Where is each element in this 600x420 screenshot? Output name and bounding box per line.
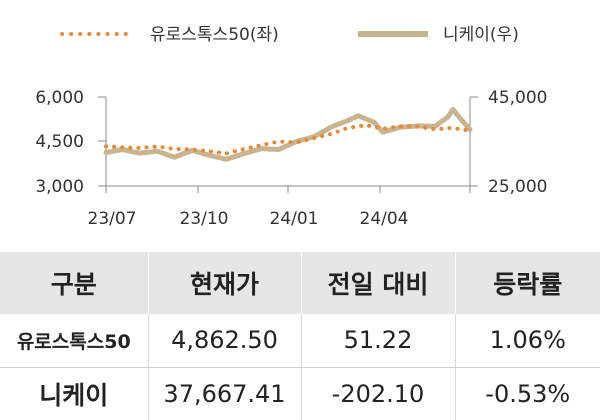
- x-tick-label: 23/07: [88, 209, 137, 229]
- change-value: -202.10: [300, 367, 455, 420]
- legend-label-eurostoxx: 유로스톡스50(좌): [150, 25, 279, 45]
- left-tick-label: 3,000: [35, 177, 84, 197]
- x-tick-label: 23/10: [180, 209, 229, 229]
- right-tick-label: 45,000: [488, 88, 547, 108]
- row-label: 니케이: [39, 380, 109, 410]
- change-value: 51.22: [300, 314, 455, 368]
- chart-area: 유로스톡스50(좌) 니케이(우) 6,000 4,500 3,000 45,0…: [35, 25, 547, 229]
- change-rate: -0.53%: [454, 367, 600, 420]
- column-header: 등락률: [454, 252, 600, 314]
- legend: 유로스톡스50(좌) 니케이(우): [60, 25, 519, 45]
- x-tick-label: 24/01: [270, 209, 319, 229]
- column-header: 현재가: [147, 252, 301, 314]
- row-label: 유로스톡스50: [0, 314, 148, 368]
- current-price: 37,667.41: [147, 367, 301, 420]
- index-table: 구분 현재가 전일 대비 등락률 유로스톡스50 4,862.50 51.22 …: [0, 252, 600, 420]
- series-line-nikkei: [103, 107, 473, 162]
- table-header-row: 구분 현재가 전일 대비 등락률: [0, 252, 600, 314]
- right-tick-label: 25,000: [488, 177, 547, 197]
- left-tick-label: 6,000: [35, 88, 84, 108]
- column-header: 전일 대비: [300, 252, 455, 314]
- change-rate: 1.06%: [454, 314, 600, 368]
- axes: 6,000 4,500 3,000 45,000 25,000 23/07 23…: [35, 88, 547, 229]
- current-price: 4,862.50: [147, 314, 301, 368]
- table-row: 유로스톡스50 4,862.50 51.22 1.06%: [0, 314, 600, 368]
- x-tick-label: 24/04: [360, 209, 409, 229]
- series-layer: [103, 107, 473, 162]
- series-line-eurostoxx50: [104, 123, 472, 156]
- legend-label-nikkei: 니케이(우): [443, 25, 519, 45]
- column-header: 구분: [50, 270, 97, 299]
- line-chart: 유로스톡스50(좌) 니케이(우) 6,000 4,500 3,000 45,0…: [35, 25, 547, 229]
- left-tick-label: 4,500: [35, 132, 84, 152]
- table-row: 니케이 37,667.41 -202.10 -0.53%: [0, 367, 600, 420]
